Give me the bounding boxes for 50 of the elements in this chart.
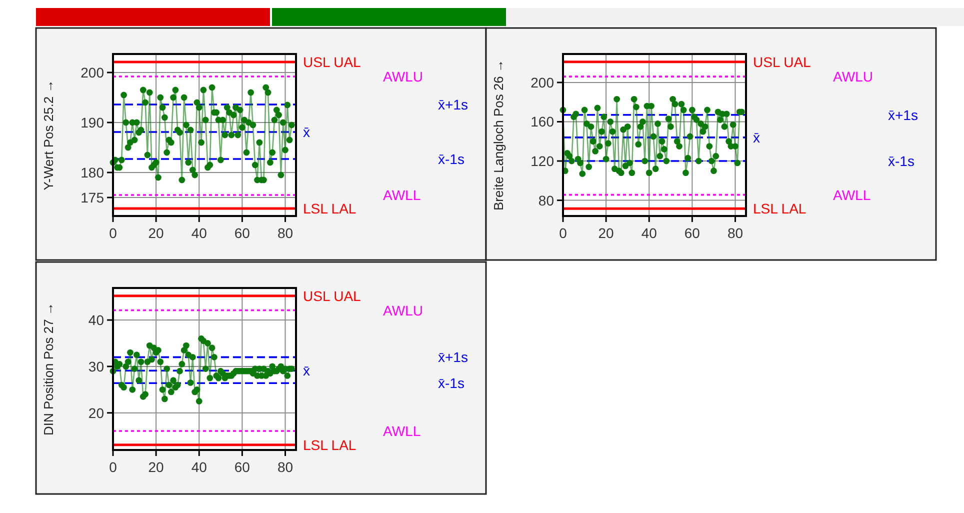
y-tick-label: 80 bbox=[538, 192, 554, 208]
y-tick-label: 120 bbox=[530, 153, 554, 170]
ref-line-label: x̄-1s bbox=[438, 375, 464, 392]
x-tick-label: 60 bbox=[234, 459, 250, 475]
ref-line-label: USL UAL bbox=[303, 54, 362, 70]
y-tick-label: 40 bbox=[88, 312, 104, 328]
ref-line-label: AWLL bbox=[383, 187, 421, 203]
y-tick-label: 190 bbox=[80, 114, 104, 130]
x-tick-label: 40 bbox=[191, 225, 208, 241]
ref-line-label: x̄ bbox=[753, 129, 760, 146]
ref-line-label: LSL LAL bbox=[753, 200, 806, 217]
ref-line-label: USL UAL bbox=[753, 54, 812, 70]
y-axis-title: Y-Wert Pos 25.2 → bbox=[41, 80, 56, 190]
ref-line-label: x̄+1s bbox=[438, 96, 468, 112]
ref-line-label: x̄-1s bbox=[438, 151, 464, 167]
y-tick-label: 175 bbox=[80, 190, 104, 206]
x-tick-label: 80 bbox=[727, 225, 744, 241]
x-tick-label: 40 bbox=[641, 225, 658, 241]
ref-line-label: x̄ bbox=[303, 362, 310, 379]
x-tick-label: 0 bbox=[109, 225, 118, 241]
x-tick-label: 20 bbox=[148, 459, 164, 475]
ref-line-label: AWLL bbox=[383, 422, 421, 439]
x-tick-label: 40 bbox=[191, 459, 208, 475]
y-tick-label: 30 bbox=[88, 358, 104, 374]
ref-line-label: LSL LAL bbox=[303, 436, 356, 453]
x-tick-label: 60 bbox=[234, 225, 250, 241]
x-tick-label: 0 bbox=[109, 459, 118, 475]
ref-line-label: x̄+1s bbox=[888, 106, 918, 123]
y-tick-label: 20 bbox=[88, 404, 104, 421]
x-tick-label: 20 bbox=[148, 225, 164, 241]
y-axis-title: Breite Langloch Pos 26 → bbox=[491, 59, 506, 211]
ref-line-label: AWLU bbox=[383, 68, 423, 84]
ref-line-label: LSL LAL bbox=[303, 200, 356, 216]
ref-line-label: AWLU bbox=[383, 302, 423, 318]
x-tick-label: 80 bbox=[277, 225, 294, 241]
x-tick-label: 20 bbox=[598, 225, 614, 241]
x-tick-label: 0 bbox=[559, 225, 568, 241]
y-tick-label: 160 bbox=[530, 114, 554, 130]
y-tick-label: 200 bbox=[530, 74, 554, 90]
y-tick-label: 180 bbox=[80, 164, 104, 180]
y-tick-label: 200 bbox=[80, 64, 104, 80]
ref-line-label: x̄ bbox=[303, 124, 310, 140]
ref-line-label: USL UAL bbox=[303, 288, 362, 304]
ref-line-label: AWLL bbox=[833, 186, 871, 203]
ref-line-label: AWLU bbox=[833, 68, 873, 85]
ref-line-label: x̄-1s bbox=[888, 153, 914, 170]
x-tick-label: 60 bbox=[684, 225, 700, 241]
y-axis-title: DIN Position Pos 27 → bbox=[41, 302, 56, 436]
ref-line-label: x̄+1s bbox=[438, 349, 468, 366]
x-tick-label: 80 bbox=[277, 459, 294, 475]
